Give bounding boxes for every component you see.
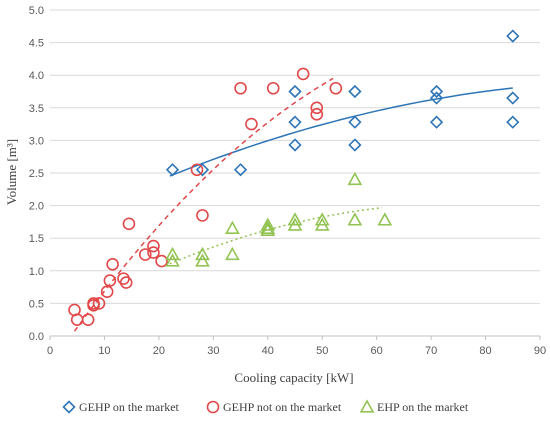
data-point <box>288 84 302 99</box>
tick-labels: 0.0 0.5 1.0 1.5 2.0 2.5 3.0 3.5 4.0 4.5 5.0 0 10 20 30… <box>29 5 546 357</box>
data-point <box>119 276 133 289</box>
data-point <box>314 212 330 226</box>
legend-marker <box>359 399 375 413</box>
x-tick-label: 90 <box>534 345 546 357</box>
data-point <box>288 138 302 152</box>
y-tick-label: 2.0 <box>29 201 44 213</box>
data-point <box>260 222 276 236</box>
x-tick-label: 30 <box>207 345 219 357</box>
y-tick-label: 0.5 <box>29 298 44 310</box>
data-point <box>296 67 310 81</box>
data-point <box>245 117 258 131</box>
y-tick-label: 5.0 <box>29 5 44 17</box>
data-point <box>348 84 362 99</box>
data-point <box>429 115 444 129</box>
data-point <box>288 115 302 129</box>
y-tick-label: 0.0 <box>29 331 44 343</box>
data-point <box>122 217 136 231</box>
data-point <box>147 246 160 259</box>
data-point <box>103 274 117 287</box>
y-tick-label: 4.0 <box>29 70 44 82</box>
data-point <box>165 253 180 267</box>
data-point <box>377 212 393 226</box>
data-point <box>347 212 363 226</box>
data-point <box>195 246 210 261</box>
y-tick-label: 4.5 <box>29 38 44 50</box>
data-points <box>68 29 520 327</box>
data-point <box>147 239 160 253</box>
data-point <box>287 217 303 231</box>
y-tick-label: 3.5 <box>29 103 44 115</box>
data-point <box>196 209 209 222</box>
data-point <box>165 246 180 261</box>
data-point <box>347 171 363 186</box>
data-point <box>165 163 180 177</box>
data-point <box>190 163 204 177</box>
trendline <box>169 87 513 177</box>
y-tick-label: 3.0 <box>29 135 44 147</box>
data-point <box>348 138 362 152</box>
data-point <box>195 163 210 177</box>
legend-marker <box>206 400 220 414</box>
data-point <box>506 29 520 43</box>
axes <box>49 335 541 340</box>
data-point <box>225 220 240 235</box>
data-point <box>92 297 106 310</box>
data-point <box>266 81 280 95</box>
y-tick-label: 1.0 <box>29 266 44 278</box>
data-point <box>70 313 84 327</box>
data-point <box>260 217 276 231</box>
gridlines <box>50 9 540 304</box>
legend-label: GEHP on the market <box>79 400 180 414</box>
data-point <box>87 299 100 312</box>
data-point <box>106 257 119 271</box>
data-point <box>429 84 444 99</box>
data-point <box>310 108 324 121</box>
x-tick-label: 60 <box>371 345 383 357</box>
trendline <box>73 77 334 332</box>
data-point <box>233 163 248 177</box>
x-tick-label: 80 <box>479 345 491 357</box>
data-point <box>234 81 247 95</box>
y-tick-label: 1.5 <box>29 233 44 245</box>
y-tick-label: 2.5 <box>29 168 44 180</box>
data-point <box>81 313 95 327</box>
y-axis-title: Volume [m³] <box>4 139 19 205</box>
data-point <box>225 246 240 261</box>
x-tick-label: 0 <box>47 345 53 357</box>
x-axis-title: Cooling capacity [kW] <box>234 370 353 385</box>
data-point <box>506 115 520 129</box>
x-tick-label: 10 <box>98 345 110 357</box>
data-point <box>195 253 210 267</box>
data-point <box>155 254 168 268</box>
data-point <box>314 217 330 231</box>
x-tick-label: 70 <box>425 345 437 357</box>
data-point <box>310 101 324 115</box>
legend-marker <box>62 400 76 414</box>
legend: GEHP on the market GEHP not on the market… <box>62 399 469 414</box>
data-point <box>348 115 362 129</box>
data-point <box>429 91 444 105</box>
data-point <box>287 212 303 226</box>
x-tick-label: 40 <box>262 345 274 357</box>
x-tick-label: 20 <box>153 345 165 357</box>
legend-label: GEHP not on the market <box>223 400 342 414</box>
legend-item: GEHP on the market <box>62 400 180 414</box>
data-point <box>138 248 152 261</box>
legend-item: GEHP not on the market <box>206 400 342 414</box>
data-point <box>329 81 343 95</box>
trendlines <box>73 77 513 332</box>
data-point <box>260 220 276 235</box>
data-point <box>506 91 520 105</box>
x-tick-label: 50 <box>316 345 328 357</box>
legend-label: EHP on the market <box>377 400 469 414</box>
legend-item: EHP on the market <box>359 399 469 414</box>
